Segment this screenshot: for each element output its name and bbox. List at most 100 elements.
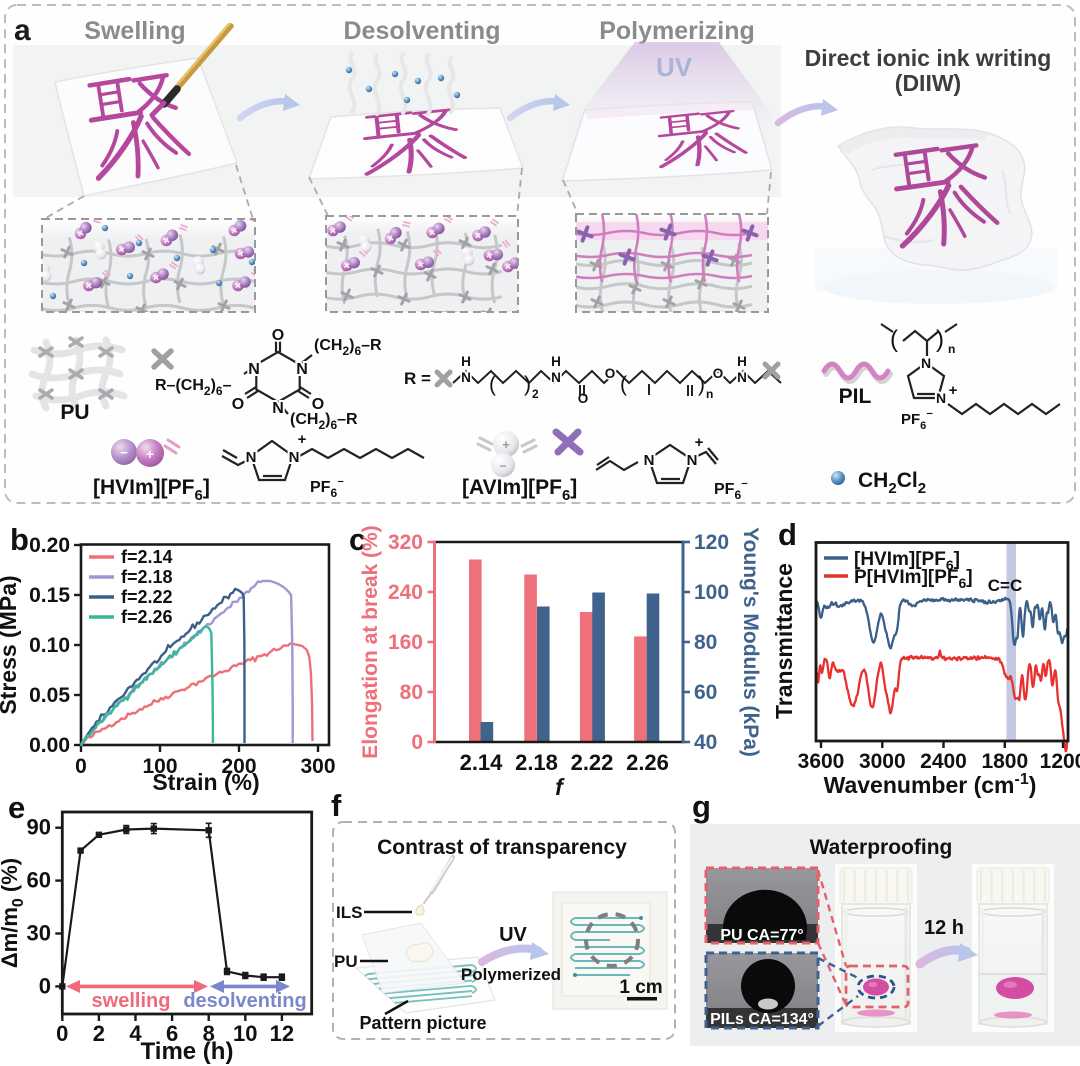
svg-text:PU: PU bbox=[60, 401, 89, 424]
svg-text:6: 6 bbox=[166, 1021, 178, 1046]
svg-text:ILS: ILS bbox=[336, 903, 362, 922]
svg-text:N: N bbox=[289, 449, 300, 466]
svg-text:UV: UV bbox=[499, 924, 527, 946]
svg-text:O: O bbox=[272, 327, 284, 344]
svg-text:−: − bbox=[120, 445, 128, 460]
svg-text:2.22: 2.22 bbox=[571, 750, 614, 775]
svg-text:PIL: PIL bbox=[839, 385, 872, 408]
svg-text:f: f bbox=[331, 788, 342, 823]
svg-text:N: N bbox=[272, 400, 284, 417]
svg-text:3600: 3600 bbox=[798, 750, 845, 773]
svg-text:Strain (%): Strain (%) bbox=[152, 769, 259, 795]
svg-text:4: 4 bbox=[129, 1021, 142, 1046]
svg-text:Direct ionic ink writing: Direct ionic ink writing bbox=[805, 45, 1052, 71]
svg-text:2: 2 bbox=[532, 387, 539, 401]
svg-text:Polymerizing: Polymerizing bbox=[599, 17, 755, 45]
svg-text:PU: PU bbox=[334, 952, 358, 971]
svg-text:2: 2 bbox=[93, 1021, 105, 1046]
svg-text:Pattern picture: Pattern picture bbox=[359, 1013, 486, 1033]
svg-text:0: 0 bbox=[39, 973, 51, 998]
svg-text:+: + bbox=[949, 382, 958, 399]
svg-text:12: 12 bbox=[270, 1021, 294, 1046]
svg-text:N: N bbox=[644, 452, 655, 469]
svg-text:−: − bbox=[499, 459, 506, 473]
svg-text:+: + bbox=[298, 431, 307, 448]
svg-text:30: 30 bbox=[27, 921, 51, 946]
svg-text:1 cm: 1 cm bbox=[619, 977, 662, 998]
svg-text:1800: 1800 bbox=[981, 750, 1028, 773]
svg-text:n: n bbox=[706, 387, 713, 401]
svg-text:300: 300 bbox=[300, 755, 335, 778]
svg-text:40: 40 bbox=[694, 731, 717, 754]
svg-text:0.20: 0.20 bbox=[29, 534, 70, 557]
svg-text:(CH2)6–R: (CH2)6–R bbox=[290, 411, 358, 432]
svg-text:swelling: swelling bbox=[92, 990, 171, 1012]
svg-text:f=2.26: f=2.26 bbox=[121, 607, 173, 627]
svg-text:N: N bbox=[246, 449, 257, 466]
svg-text:12 h: 12 h bbox=[924, 917, 964, 939]
svg-text:N: N bbox=[461, 370, 471, 385]
svg-text:c: c bbox=[349, 522, 366, 557]
svg-text:N: N bbox=[921, 355, 931, 371]
svg-text:Desolventing: Desolventing bbox=[344, 17, 501, 45]
svg-text:Polymerized: Polymerized bbox=[461, 965, 561, 984]
svg-text:100: 100 bbox=[694, 581, 729, 604]
svg-text:PF6⁻: PF6⁻ bbox=[901, 408, 933, 432]
svg-text:d: d bbox=[778, 517, 797, 552]
svg-text:[AVIm][PF6]: [AVIm][PF6] bbox=[462, 476, 577, 504]
svg-text:(: ( bbox=[489, 373, 496, 396]
svg-text:PF6⁻: PF6⁻ bbox=[714, 478, 748, 502]
svg-text:200: 200 bbox=[221, 755, 256, 778]
svg-text:Waterproofing: Waterproofing bbox=[810, 836, 953, 859]
svg-text:N: N bbox=[248, 361, 260, 378]
svg-text:b: b bbox=[10, 522, 29, 557]
svg-text:160: 160 bbox=[388, 631, 423, 654]
svg-text:): ) bbox=[936, 326, 944, 353]
svg-text:10: 10 bbox=[233, 1021, 257, 1046]
svg-text:P[HVIm][PF6]: P[HVIm][PF6] bbox=[854, 567, 973, 591]
svg-text:N: N bbox=[551, 370, 561, 385]
svg-text:O: O bbox=[312, 396, 324, 413]
svg-text:80: 80 bbox=[400, 681, 423, 704]
svg-text:g: g bbox=[692, 789, 711, 824]
svg-text:Transmittance: Transmittance bbox=[771, 563, 797, 719]
svg-text:N: N bbox=[296, 361, 308, 378]
svg-text:Elongation at break (%): Elongation at break (%) bbox=[359, 525, 382, 758]
svg-text:e: e bbox=[8, 790, 25, 825]
svg-text:f=2.14: f=2.14 bbox=[121, 547, 173, 567]
svg-text:+: + bbox=[502, 437, 510, 452]
svg-text:PU CA=77°: PU CA=77° bbox=[720, 927, 803, 944]
svg-text:2.14: 2.14 bbox=[460, 750, 504, 775]
svg-text:0.00: 0.00 bbox=[29, 734, 70, 757]
svg-text:H: H bbox=[551, 354, 561, 369]
svg-text:O: O bbox=[232, 396, 244, 413]
svg-text:CH2Cl2: CH2Cl2 bbox=[858, 469, 926, 497]
svg-text:+: + bbox=[146, 446, 154, 462]
svg-text:O: O bbox=[605, 366, 616, 381]
svg-text:80: 80 bbox=[694, 631, 717, 654]
svg-text:Time (h): Time (h) bbox=[141, 1038, 234, 1065]
svg-text:0.05: 0.05 bbox=[29, 684, 70, 707]
svg-text:desolventing: desolventing bbox=[183, 990, 306, 1012]
svg-text:(CH2)6–R: (CH2)6–R bbox=[314, 337, 382, 358]
svg-text:0: 0 bbox=[411, 731, 423, 754]
svg-text:UV: UV bbox=[656, 52, 693, 82]
svg-text:N: N bbox=[936, 390, 946, 406]
svg-text:320: 320 bbox=[388, 531, 423, 554]
svg-text:+: + bbox=[695, 434, 704, 451]
svg-text:Contrast of transparency: Contrast of transparency bbox=[377, 836, 627, 859]
svg-text:O: O bbox=[713, 366, 724, 381]
svg-text:120: 120 bbox=[694, 531, 729, 554]
svg-text:(: ( bbox=[620, 373, 627, 396]
svg-text:f: f bbox=[555, 774, 565, 800]
svg-text:2.18: 2.18 bbox=[515, 750, 558, 775]
svg-text:2.26: 2.26 bbox=[626, 750, 669, 775]
svg-text:240: 240 bbox=[388, 581, 423, 604]
svg-text:90: 90 bbox=[27, 815, 51, 840]
svg-text:PF6⁻: PF6⁻ bbox=[310, 476, 344, 500]
svg-text:(: ( bbox=[890, 326, 898, 353]
svg-text:60: 60 bbox=[694, 681, 717, 704]
svg-text:2400: 2400 bbox=[920, 750, 967, 773]
svg-text:Wavenumber (cm-1): Wavenumber (cm-1) bbox=[824, 771, 1037, 798]
svg-text:R =: R = bbox=[404, 369, 431, 388]
